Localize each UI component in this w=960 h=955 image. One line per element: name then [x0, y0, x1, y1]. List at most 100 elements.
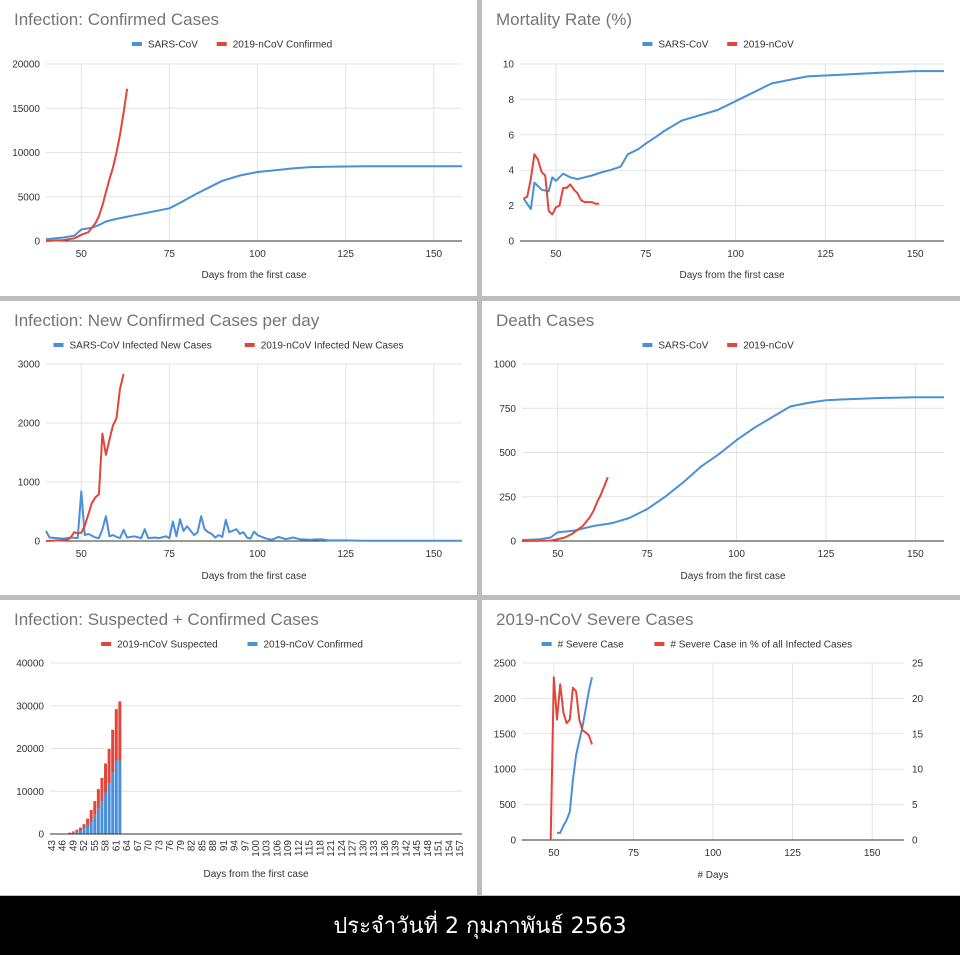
x-tick-label: 75	[642, 549, 654, 560]
x-tick-label: 118	[315, 840, 326, 856]
x-tick-label: 130	[358, 840, 369, 857]
y-tick-label: 0	[34, 237, 40, 248]
bar-suspected	[89, 810, 93, 823]
bar-suspected	[118, 701, 122, 761]
y-tick-label: 8	[508, 95, 514, 106]
x-tick-label: 125	[817, 249, 834, 260]
x-tick-label: 70	[144, 840, 155, 852]
y-tick-label: 1000	[494, 765, 517, 776]
series-line	[521, 396, 944, 542]
y-tick-label: 40000	[16, 659, 44, 670]
x-tick-label: 100	[705, 848, 722, 859]
y-tick-label: 5000	[18, 192, 41, 203]
chart-death-cases: SARS-CoV 2019-nCoV 0 250 500 750 1000 Days from…	[494, 341, 944, 582]
x-tick-label: 50	[76, 549, 88, 560]
series-line	[522, 70, 944, 211]
y-tick-label: 0	[510, 537, 516, 548]
y-tick-label: 30000	[16, 701, 44, 712]
x-tick-label: 136	[380, 840, 391, 857]
y-tick-label: 10	[503, 60, 515, 71]
series-line	[45, 373, 125, 542]
bar-suspected	[71, 831, 75, 833]
legend-label: # Severe Case	[558, 640, 625, 651]
x-tick-label: 67	[133, 840, 144, 852]
panel-suspected-confirmed: Infection: Suspected + Confirmed Cases 2…	[0, 600, 477, 895]
bar-confirmed	[107, 783, 111, 834]
x-tick-label: 100	[249, 249, 266, 260]
x-tick-label: 50	[548, 848, 560, 859]
y-tick-label: 0	[508, 237, 514, 248]
x-tick-label: 112	[294, 840, 305, 856]
x-tick-label: 150	[425, 249, 442, 260]
x-tick-label: 88	[208, 840, 219, 852]
chart-severe-cases: # Severe Case # Severe Case in % of all I…	[494, 640, 924, 882]
bar-suspected	[78, 827, 82, 831]
bar-confirmed	[111, 772, 115, 834]
x-tick-label: 58	[101, 840, 112, 852]
panel-death-cases: Death Cases SARS-CoV 2019-nCoV 0 250 500 750 1…	[482, 301, 960, 595]
bar-confirmed	[118, 760, 122, 834]
y-tick-label: 4	[508, 166, 514, 177]
y-tick-label: 250	[499, 492, 516, 503]
chart-title: 2019-nCoV Severe Cases	[496, 610, 694, 629]
bar-suspected	[68, 832, 72, 834]
y-tick-label: 750	[499, 404, 516, 415]
bar-suspected	[93, 801, 97, 815]
bar-confirmed	[96, 808, 100, 834]
x-tick-label: 76	[165, 840, 176, 852]
bar-suspected	[111, 729, 115, 773]
y-tick-label: 1000	[494, 360, 517, 371]
legend-swatch	[244, 343, 255, 347]
y-tick-label: 10000	[16, 787, 44, 798]
x-tick-label: 125	[337, 249, 354, 260]
x-tick-label: 145	[412, 840, 423, 857]
x-axis-label: Days from the first case	[201, 571, 306, 582]
x-tick-label: 154	[444, 840, 455, 857]
x-tick-label: 106	[272, 840, 283, 857]
x-tick-label: 91	[219, 840, 230, 852]
x-tick-label: 100	[249, 549, 266, 560]
legend-label: 2019-nCoV	[743, 341, 794, 352]
y-tick-label: 500	[499, 800, 516, 811]
chart-title: Infection: Suspected + Confirmed Cases	[14, 610, 319, 629]
bar-suspected	[86, 818, 90, 826]
bar-confirmed	[89, 822, 93, 834]
y-tick-label: 2	[508, 201, 514, 212]
legend-label: 2019-nCoV Suspected	[117, 640, 218, 651]
x-tick-label: 157	[455, 840, 466, 857]
y-tick-label: 0	[34, 537, 40, 548]
legend-swatch	[642, 42, 653, 46]
x-tick-label: 121	[326, 840, 337, 857]
x-tick-label: 139	[391, 840, 402, 857]
x-tick-label: 43	[47, 840, 58, 852]
x-tick-label: 75	[164, 249, 176, 260]
x-tick-label: 79	[176, 840, 187, 852]
x-tick-label: 125	[818, 549, 835, 560]
legend-label: 2019-nCoV Confirmed	[233, 40, 333, 51]
x-tick-label: 109	[283, 840, 294, 857]
y2-tick-label: 0	[912, 836, 918, 847]
x-tick-label: 94	[230, 840, 241, 852]
x-tick-label: 150	[425, 549, 442, 560]
x-tick-label: 150	[907, 249, 924, 260]
series-line	[45, 88, 129, 242]
y-tick-label: 20000	[16, 744, 44, 755]
panel-mortality-rate: Mortality Rate (%) SARS-CoV 2019-nCoV 0 2 4 6…	[482, 0, 960, 296]
footer-caption: ประจำวันที่ 2 กุมภาพันธ์ 2563	[0, 896, 960, 955]
x-tick-label: 100	[251, 840, 262, 857]
y-tick-label: 2000	[18, 419, 41, 430]
x-tick-label: 133	[369, 840, 380, 857]
bar-confirmed	[86, 825, 90, 834]
x-tick-label: 64	[122, 840, 133, 852]
x-tick-label: 75	[640, 249, 652, 260]
x-tick-label: 75	[628, 848, 640, 859]
y2-tick-label: 15	[912, 729, 924, 740]
legend-swatch	[101, 642, 112, 646]
bar-confirmed	[104, 792, 108, 834]
y2-tick-label: 25	[912, 659, 924, 670]
bar-suspected	[104, 763, 108, 793]
bar-suspected	[96, 789, 100, 809]
y-tick-label: 500	[499, 448, 516, 459]
legend-label: 2019-nCoV Infected New Cases	[261, 341, 404, 352]
series-line	[557, 676, 593, 834]
